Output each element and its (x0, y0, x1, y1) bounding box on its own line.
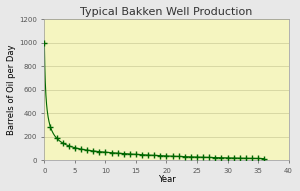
X-axis label: Year: Year (158, 175, 175, 184)
Y-axis label: Barrels of Oil per Day: Barrels of Oil per Day (7, 44, 16, 135)
Title: Typical Bakken Well Production: Typical Bakken Well Production (80, 7, 253, 17)
